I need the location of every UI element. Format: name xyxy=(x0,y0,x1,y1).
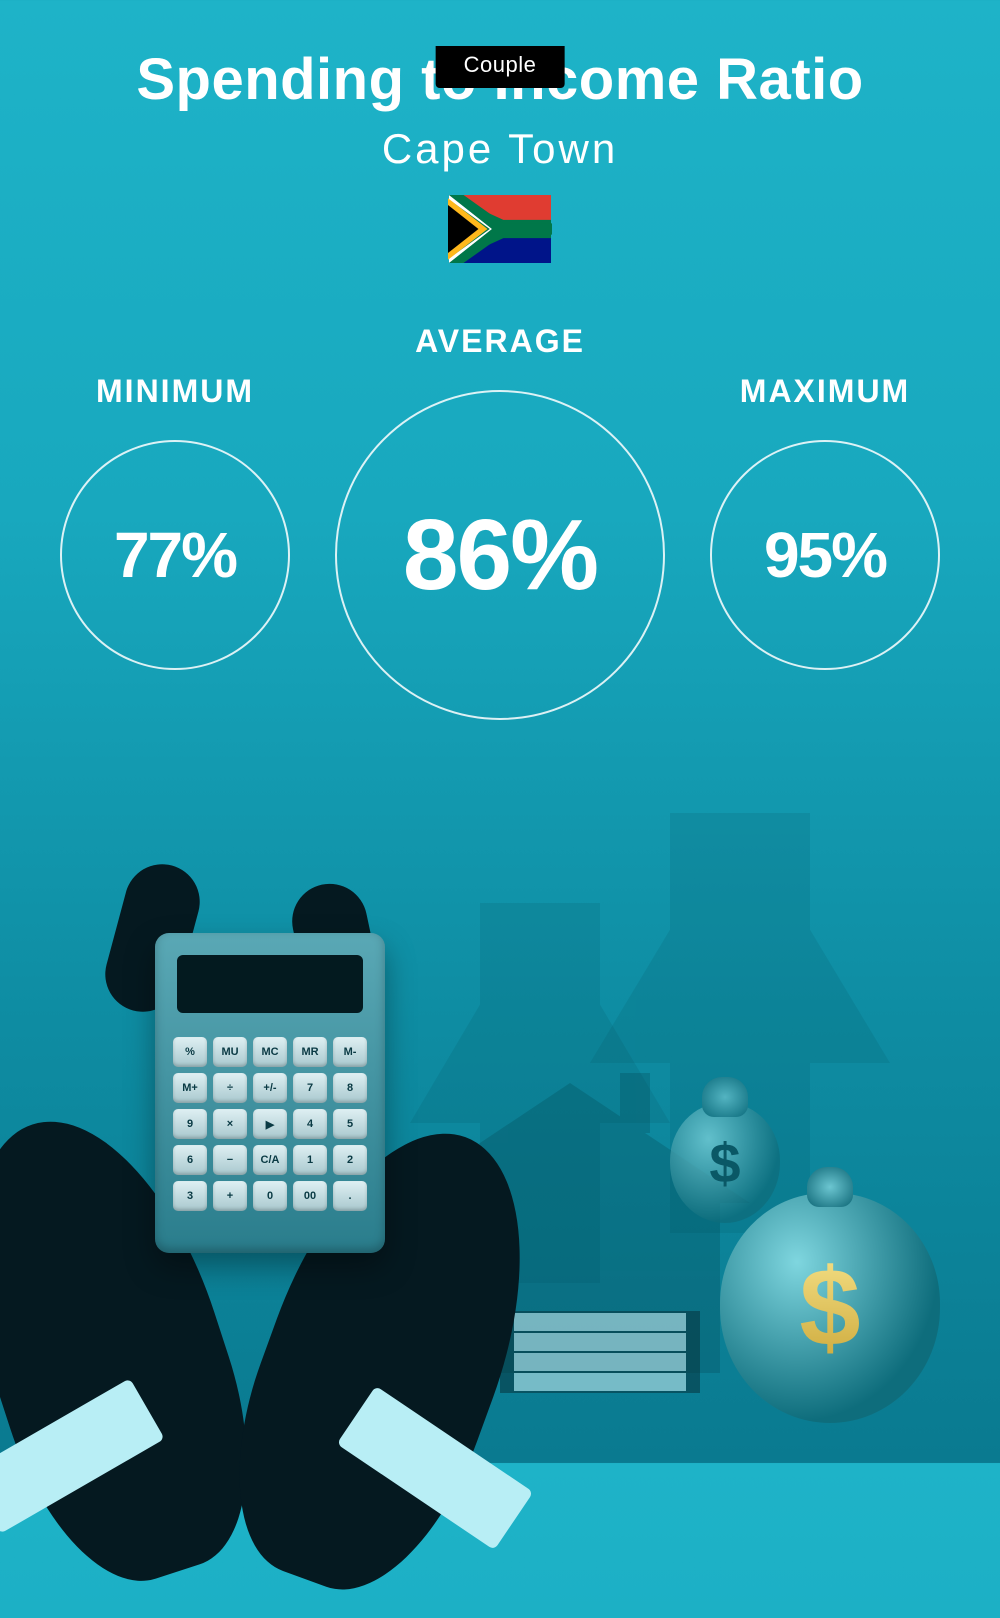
calculator-key: MU xyxy=(213,1037,247,1067)
calculator-key: +/- xyxy=(253,1073,287,1103)
calculator-key: 8 xyxy=(333,1073,367,1103)
calculator-key: × xyxy=(213,1109,247,1139)
stat-circle: 86% xyxy=(335,390,665,720)
hand-icon xyxy=(0,1089,287,1607)
calculator-key: 7 xyxy=(293,1073,327,1103)
up-arrow-icon xyxy=(590,813,890,1063)
calculator-key: M+ xyxy=(173,1073,207,1103)
stat-circle: 77% xyxy=(60,440,290,670)
calculator-key: C/A xyxy=(253,1145,287,1175)
calculator-key: 3 xyxy=(173,1181,207,1211)
illustration: $ $ %MUMCMRM- M+÷+/-78 9×▶45 6−C/A12 3+000. xyxy=(0,843,1000,1463)
stat-maximum: MAXIMUM 95% xyxy=(710,373,940,670)
calculator-key: % xyxy=(173,1037,207,1067)
money-bag-icon: $ xyxy=(670,1103,780,1223)
stat-value: 86% xyxy=(403,498,597,613)
cash-stack-icon xyxy=(500,1293,720,1393)
stat-value: 77% xyxy=(114,518,236,592)
calculator-key: 2 xyxy=(333,1145,367,1175)
calculator-key: MR xyxy=(293,1037,327,1067)
calculator-key: 9 xyxy=(173,1109,207,1139)
calculator-key: 6 xyxy=(173,1145,207,1175)
location-subtitle: Cape Town xyxy=(0,125,1000,173)
stat-label: MINIMUM xyxy=(60,373,290,410)
cuff-icon xyxy=(0,1378,165,1534)
calculator-screen xyxy=(177,955,363,1013)
stat-label: MAXIMUM xyxy=(710,373,940,410)
calculator-key: 5 xyxy=(333,1109,367,1139)
up-arrow-icon xyxy=(410,903,670,1123)
calculator-key: 00 xyxy=(293,1181,327,1211)
calculator-key: 4 xyxy=(293,1109,327,1139)
calculator-key: ▶ xyxy=(253,1109,287,1139)
calculator-key: 1 xyxy=(293,1145,327,1175)
calculator-key: − xyxy=(213,1145,247,1175)
stats-row: MINIMUM 77% AVERAGE 86% MAXIMUM 95% xyxy=(0,323,1000,753)
thumb-icon xyxy=(285,877,390,1039)
stat-label: AVERAGE xyxy=(335,323,665,360)
stat-minimum: MINIMUM 77% xyxy=(60,373,290,670)
cuff-icon xyxy=(337,1386,534,1550)
calculator-key: M- xyxy=(333,1037,367,1067)
hand-icon xyxy=(197,1098,574,1618)
money-bag-icon: $ xyxy=(720,1193,940,1423)
calculator-key: ÷ xyxy=(213,1073,247,1103)
calculator-keys: %MUMCMRM- M+÷+/-78 9×▶45 6−C/A12 3+000. xyxy=(173,1037,367,1235)
calculator-key: 0 xyxy=(253,1181,287,1211)
category-badge: Couple xyxy=(436,46,565,88)
thumb-icon xyxy=(97,856,208,1020)
calculator-icon: %MUMCMRM- M+÷+/-78 9×▶45 6−C/A12 3+000. xyxy=(155,933,385,1253)
stat-value: 95% xyxy=(764,518,886,592)
house-icon xyxy=(420,1193,720,1373)
south-africa-flag-icon xyxy=(448,195,552,263)
stat-circle: 95% xyxy=(710,440,940,670)
calculator-key: + xyxy=(213,1181,247,1211)
calculator-key: MC xyxy=(253,1037,287,1067)
stat-average: AVERAGE 86% xyxy=(335,323,665,720)
calculator-key: . xyxy=(333,1181,367,1211)
